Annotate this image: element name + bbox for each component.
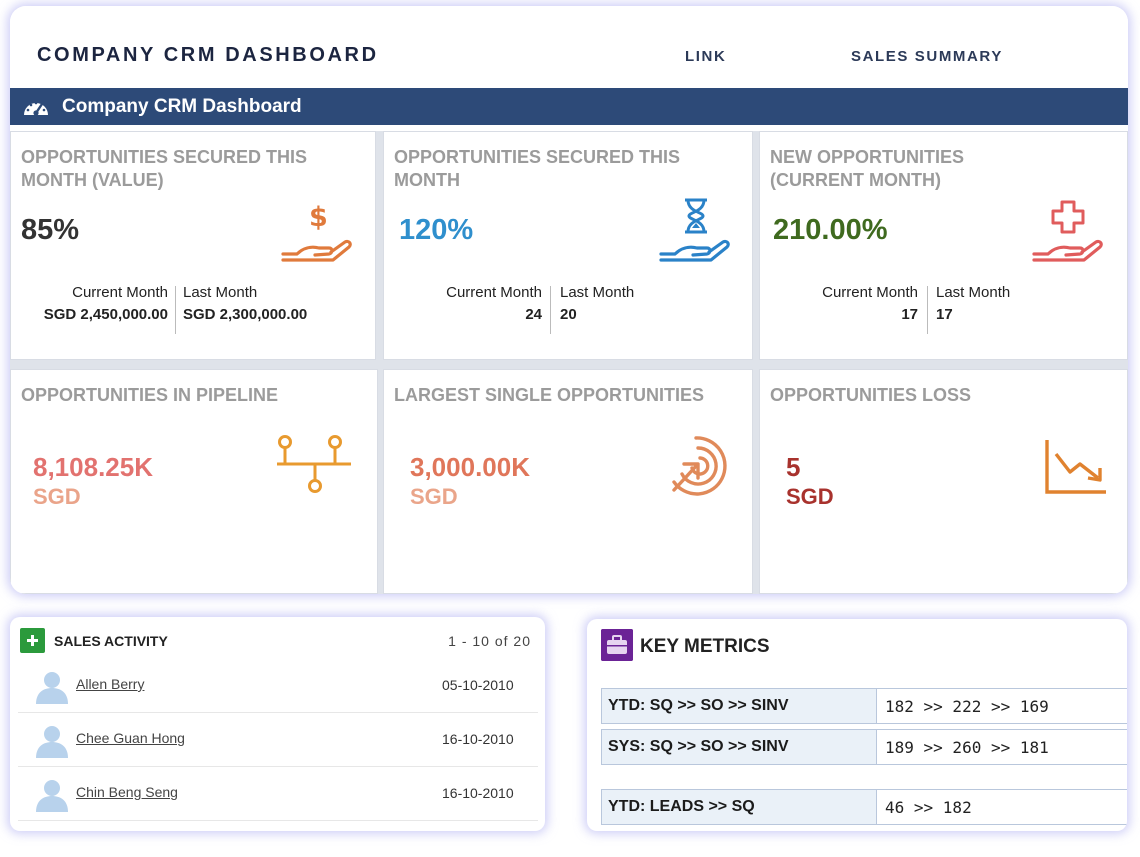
last-month-block: Last Month 20 <box>560 284 634 323</box>
nav-sales-summary[interactable]: SALES SUMMARY <box>851 48 1003 65</box>
pipeline-icon <box>277 435 351 493</box>
kpi-value: 210.00% <box>773 214 888 246</box>
current-month-label: Current Month <box>446 284 542 301</box>
kpi-card-pipeline: OPPORTUNITIES IN PIPELINE 8,108.25K SGD <box>10 369 378 594</box>
list-item[interactable]: Chin Beng Seng 16-10-2010 <box>18 768 538 821</box>
kpi-card-value-secured: OPPORTUNITIES SECURED THIS MONTH (VALUE)… <box>10 131 376 360</box>
card-title: NEW OPPORTUNITIES (CURRENT MONTH) <box>770 147 965 190</box>
activity-date: 05-10-2010 <box>442 677 514 693</box>
target-icon <box>672 436 727 496</box>
card-title: OPPORTUNITIES SECURED THIS MONTH <box>394 147 681 190</box>
user-avatar-icon <box>36 672 68 704</box>
last-month-value: 20 <box>560 306 577 323</box>
svg-text:$: $ <box>309 202 328 233</box>
last-month-label: Last Month <box>183 284 258 301</box>
sales-activity-panel: SALES ACTIVITY 1 - 10 of 20 Allen Berry … <box>10 617 545 831</box>
metric-value: 46 >> 182 <box>885 798 972 817</box>
decline-chart-icon <box>1045 440 1106 494</box>
kpi-value-block: 3,000.00K SGD <box>410 452 530 512</box>
current-month-block: Current Month SGD 2,450,000.00 <box>36 284 168 323</box>
contact-name-link[interactable]: Chin Beng Seng <box>76 784 178 800</box>
current-month-label: Current Month <box>822 284 918 301</box>
metric-label: YTD: LEADS >> SQ <box>602 790 877 824</box>
metric-label: SYS: SQ >> SO >> SINV <box>602 730 877 764</box>
current-month-block: Current Month 17 <box>788 284 918 323</box>
user-avatar-icon <box>36 726 68 758</box>
metric-value: 182 >> 222 >> 169 <box>885 697 1049 716</box>
kpi-value: 5 <box>786 452 801 482</box>
nav-link[interactable]: LINK <box>685 48 727 65</box>
metric-label: YTD: SQ >> SO >> SINV <box>602 689 877 723</box>
current-month-value: SGD 2,450,000.00 <box>43 306 168 323</box>
kpi-unit: SGD <box>410 484 458 509</box>
kpi-unit: SGD <box>786 484 834 509</box>
last-month-label: Last Month <box>936 284 1011 301</box>
current-month-value: 17 <box>901 306 918 323</box>
metric-row: YTD: SQ >> SO >> SINV 182 >> 222 >> 169 <box>601 688 1127 724</box>
sales-activity-title: SALES ACTIVITY <box>54 633 168 649</box>
divider <box>175 286 176 334</box>
current-month-block: Current Month 24 <box>412 284 542 323</box>
top-navbar: COMPANY CRM DASHBOARD LINK SALES SUMMARY <box>10 6 1128 88</box>
kpi-value: 8,108.25K <box>33 452 153 482</box>
card-title: OPPORTUNITIES IN PIPELINE <box>21 385 279 405</box>
current-month-label: Current Month <box>72 284 168 301</box>
kpi-card-new-opportunities: NEW OPPORTUNITIES (CURRENT MONTH) 210.00… <box>759 131 1128 360</box>
last-month-value: SGD 2,300,000.00 <box>183 306 308 323</box>
banner-title: Company CRM Dashboard <box>62 95 302 117</box>
kpi-card-largest-single: LARGEST SINGLE OPPORTUNITIES 3,000.00K S… <box>383 369 753 594</box>
kpi-value-block: 5 SGD <box>786 452 834 512</box>
divider <box>927 286 928 334</box>
last-month-block: Last Month 17 <box>936 284 1010 323</box>
key-metrics-title: KEY METRICS <box>640 636 770 657</box>
last-month-label: Last Month <box>560 284 635 301</box>
current-month-value: 24 <box>525 306 542 323</box>
contact-name-link[interactable]: Allen Berry <box>76 676 145 692</box>
add-icon[interactable] <box>20 628 45 653</box>
dashboard-panel: COMPANY CRM DASHBOARD LINK SALES SUMMARY… <box>10 6 1128 594</box>
list-item[interactable]: Allen Berry 05-10-2010 <box>18 660 538 713</box>
card-title: LARGEST SINGLE OPPORTUNITIES <box>394 385 705 405</box>
speedometer-icon <box>24 101 48 116</box>
kpi-value: 120% <box>399 214 474 246</box>
kpi-value: 3,000.00K <box>410 452 530 482</box>
last-month-block: Last Month SGD 2,300,000.00 <box>183 284 307 323</box>
pager: 1 - 10 of 20 <box>448 633 531 649</box>
briefcase-icon <box>601 629 633 661</box>
user-avatar-icon <box>36 780 68 812</box>
kpi-unit: SGD <box>33 484 81 509</box>
kpi-card-count-secured: OPPORTUNITIES SECURED THIS MONTH 120% Cu… <box>383 131 753 360</box>
activity-date: 16-10-2010 <box>442 785 514 801</box>
hourglass-hand-icon <box>659 198 730 262</box>
kpi-value: 85% <box>21 214 80 246</box>
metric-row: SYS: SQ >> SO >> SINV 189 >> 260 >> 181 <box>601 729 1127 765</box>
kpi-card-loss: OPPORTUNITIES LOSS 5 SGD <box>759 369 1128 594</box>
contact-name-link[interactable]: Chee Guan Hong <box>76 730 185 746</box>
kpi-value-block: 8,108.25K SGD <box>33 452 153 512</box>
brand-title: COMPANY CRM DASHBOARD <box>37 44 379 66</box>
plus-hand-icon <box>1032 200 1103 262</box>
dashboard-banner: Company CRM Dashboard <box>10 88 1128 125</box>
kpi-grid: OPPORTUNITIES SECURED THIS MONTH (VALUE)… <box>10 131 1128 594</box>
card-title: OPPORTUNITIES SECURED THIS MONTH (VALUE) <box>21 147 308 190</box>
last-month-value: 17 <box>936 306 953 323</box>
list-item[interactable]: Chee Guan Hong 16-10-2010 <box>18 714 538 767</box>
key-metrics-panel: KEY METRICS YTD: SQ >> SO >> SINV 182 >>… <box>587 619 1127 831</box>
metric-value: 189 >> 260 >> 181 <box>885 738 1049 757</box>
divider <box>550 286 551 334</box>
dollar-hand-icon: $ <box>281 202 352 262</box>
metric-row: YTD: LEADS >> SQ 46 >> 182 <box>601 789 1127 825</box>
activity-date: 16-10-2010 <box>442 731 514 747</box>
card-title: OPPORTUNITIES LOSS <box>770 385 972 405</box>
